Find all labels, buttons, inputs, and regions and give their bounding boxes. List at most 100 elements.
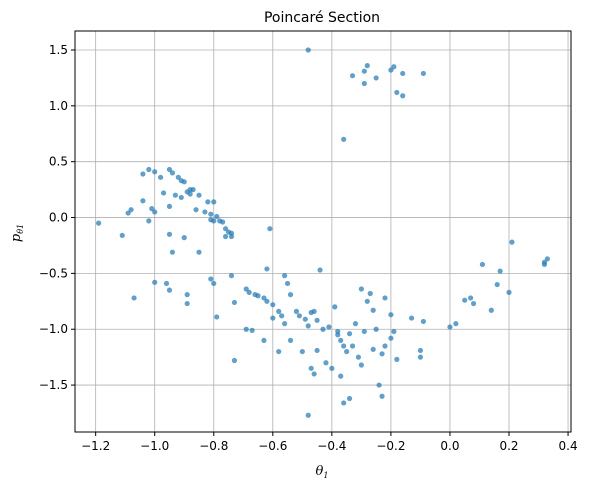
data-point (338, 373, 344, 379)
data-point (367, 290, 373, 297)
data-point (311, 371, 317, 377)
data-point (305, 412, 311, 418)
data-point (211, 199, 217, 205)
data-point (462, 297, 468, 303)
data-point (166, 166, 173, 173)
data-point (222, 226, 229, 232)
data-point (228, 233, 235, 240)
data-point (509, 239, 515, 245)
data-point (270, 302, 276, 308)
y-axis-label: pθ1 (9, 224, 25, 242)
data-point (146, 218, 152, 224)
data-point (96, 220, 102, 226)
data-point (394, 89, 400, 96)
data-point (388, 67, 394, 73)
data-point (231, 357, 238, 364)
data-point (305, 47, 311, 53)
data-point (158, 174, 164, 180)
data-point (214, 314, 220, 320)
data-point (344, 348, 350, 355)
data-point (166, 231, 173, 237)
data-point (299, 348, 305, 355)
data-point (264, 266, 270, 272)
data-point (276, 348, 282, 355)
data-point (228, 273, 235, 279)
data-point (214, 213, 220, 220)
data-point (196, 249, 202, 255)
data-point (231, 299, 238, 306)
data-point (506, 289, 512, 295)
data-point (370, 346, 376, 352)
data-point (287, 337, 294, 344)
data-point (276, 308, 282, 314)
data-point (349, 343, 356, 349)
data-point (394, 356, 400, 362)
data-point (453, 321, 459, 327)
data-point (243, 326, 249, 332)
data-point (184, 292, 190, 298)
data-point (358, 286, 364, 292)
data-point (361, 80, 367, 87)
data-point (296, 313, 302, 319)
data-point (255, 293, 261, 299)
data-point (326, 324, 332, 330)
data-point (202, 209, 208, 215)
data-point (208, 211, 214, 217)
data-point (341, 136, 347, 142)
data-point (152, 169, 158, 175)
data-point (220, 219, 226, 225)
data-point (370, 307, 376, 313)
data-point (270, 315, 276, 321)
data-point (361, 328, 367, 335)
data-points (96, 47, 550, 418)
data-point (175, 174, 181, 180)
x-tick-label: −1.2 (81, 439, 110, 453)
y-tick-label: 0.0 (49, 211, 68, 225)
data-point (541, 261, 548, 268)
data-point (184, 300, 190, 307)
data-point (388, 335, 394, 341)
data-point (358, 362, 364, 368)
data-point (391, 328, 397, 335)
data-point (314, 317, 320, 323)
data-point (208, 217, 214, 223)
x-tick-label: −0.8 (199, 439, 228, 453)
grid-lines (75, 31, 571, 432)
data-point (364, 63, 370, 69)
data-point (302, 316, 308, 322)
data-point (208, 276, 214, 282)
data-point (166, 287, 173, 293)
data-point (470, 300, 477, 307)
data-point (131, 295, 137, 301)
data-point (261, 295, 267, 301)
data-point (146, 166, 152, 173)
data-point (349, 73, 356, 79)
data-point (338, 337, 344, 344)
x-tick-label: −0.2 (376, 439, 405, 453)
x-axis-label: θ1 (316, 464, 329, 480)
data-point (261, 337, 267, 344)
data-point (332, 304, 338, 310)
data-point (282, 321, 288, 327)
data-point (128, 207, 134, 213)
data-point (152, 209, 158, 215)
data-point (400, 70, 406, 77)
data-point (346, 395, 353, 402)
data-point (187, 191, 193, 197)
data-point (497, 268, 503, 274)
data-point (308, 365, 314, 371)
x-tick-label: −0.4 (317, 439, 346, 453)
y-tick-label: −1.5 (39, 378, 68, 392)
data-point (417, 354, 424, 360)
data-point (166, 203, 173, 209)
data-point (205, 199, 211, 205)
data-point (181, 235, 187, 241)
data-point (293, 308, 300, 314)
data-point (279, 313, 285, 319)
data-point (193, 207, 199, 213)
data-point (125, 210, 131, 216)
data-point (382, 295, 388, 301)
data-point (181, 179, 187, 185)
data-point (355, 354, 362, 360)
